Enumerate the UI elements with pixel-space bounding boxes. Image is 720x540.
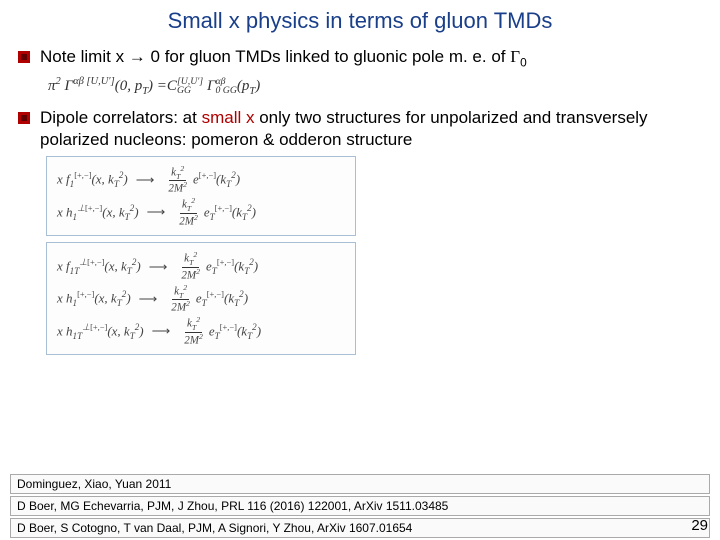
reference-row: D Boer, S Cotogno, T van Daal, PJM, A Si…: [10, 518, 710, 538]
references: Dominguez, Xiao, Yuan 2011D Boer, MG Ech…: [0, 472, 720, 538]
slide-body: Note limit x → 0 for gluon TMDs linked t…: [0, 40, 720, 355]
bullet-icon: [18, 51, 30, 63]
equation-box-2: x f1T⊥[+,−](x, kT2)⟶kT22M2eT[+,−](kT2)x …: [46, 242, 356, 355]
equation-box-1: x f1[+,−](x, kT2)⟶kT22M2e[+,−](kT2)x h1⊥…: [46, 156, 356, 237]
slide-title: Small x physics in terms of gluon TMDs: [0, 0, 720, 40]
bullet-text-2: Dipole correlators: at small x only two …: [40, 107, 702, 150]
equation-boxes: x f1[+,−](x, kT2)⟶kT22M2e[+,−](kT2)x h1⊥…: [46, 156, 702, 356]
bullet-icon: [18, 112, 30, 124]
page-number: 29: [691, 517, 708, 534]
bullet-item-2: Dipole correlators: at small x only two …: [18, 107, 702, 150]
reference-row: D Boer, MG Echevarria, PJM, J Zhou, PRL …: [10, 496, 710, 516]
reference-row: Dominguez, Xiao, Yuan 2011: [10, 474, 710, 494]
equation-main: π2 Γαβ [U,U′](0, pT) = C[U,U′]GG Γαβ0 GG…: [48, 76, 702, 97]
bullet-item-1: Note limit x → 0 for gluon TMDs linked t…: [18, 46, 702, 70]
bullet-text-1: Note limit x → 0 for gluon TMDs linked t…: [40, 46, 702, 70]
slide-title-text: Small x physics in terms of gluon TMDs: [168, 8, 553, 33]
